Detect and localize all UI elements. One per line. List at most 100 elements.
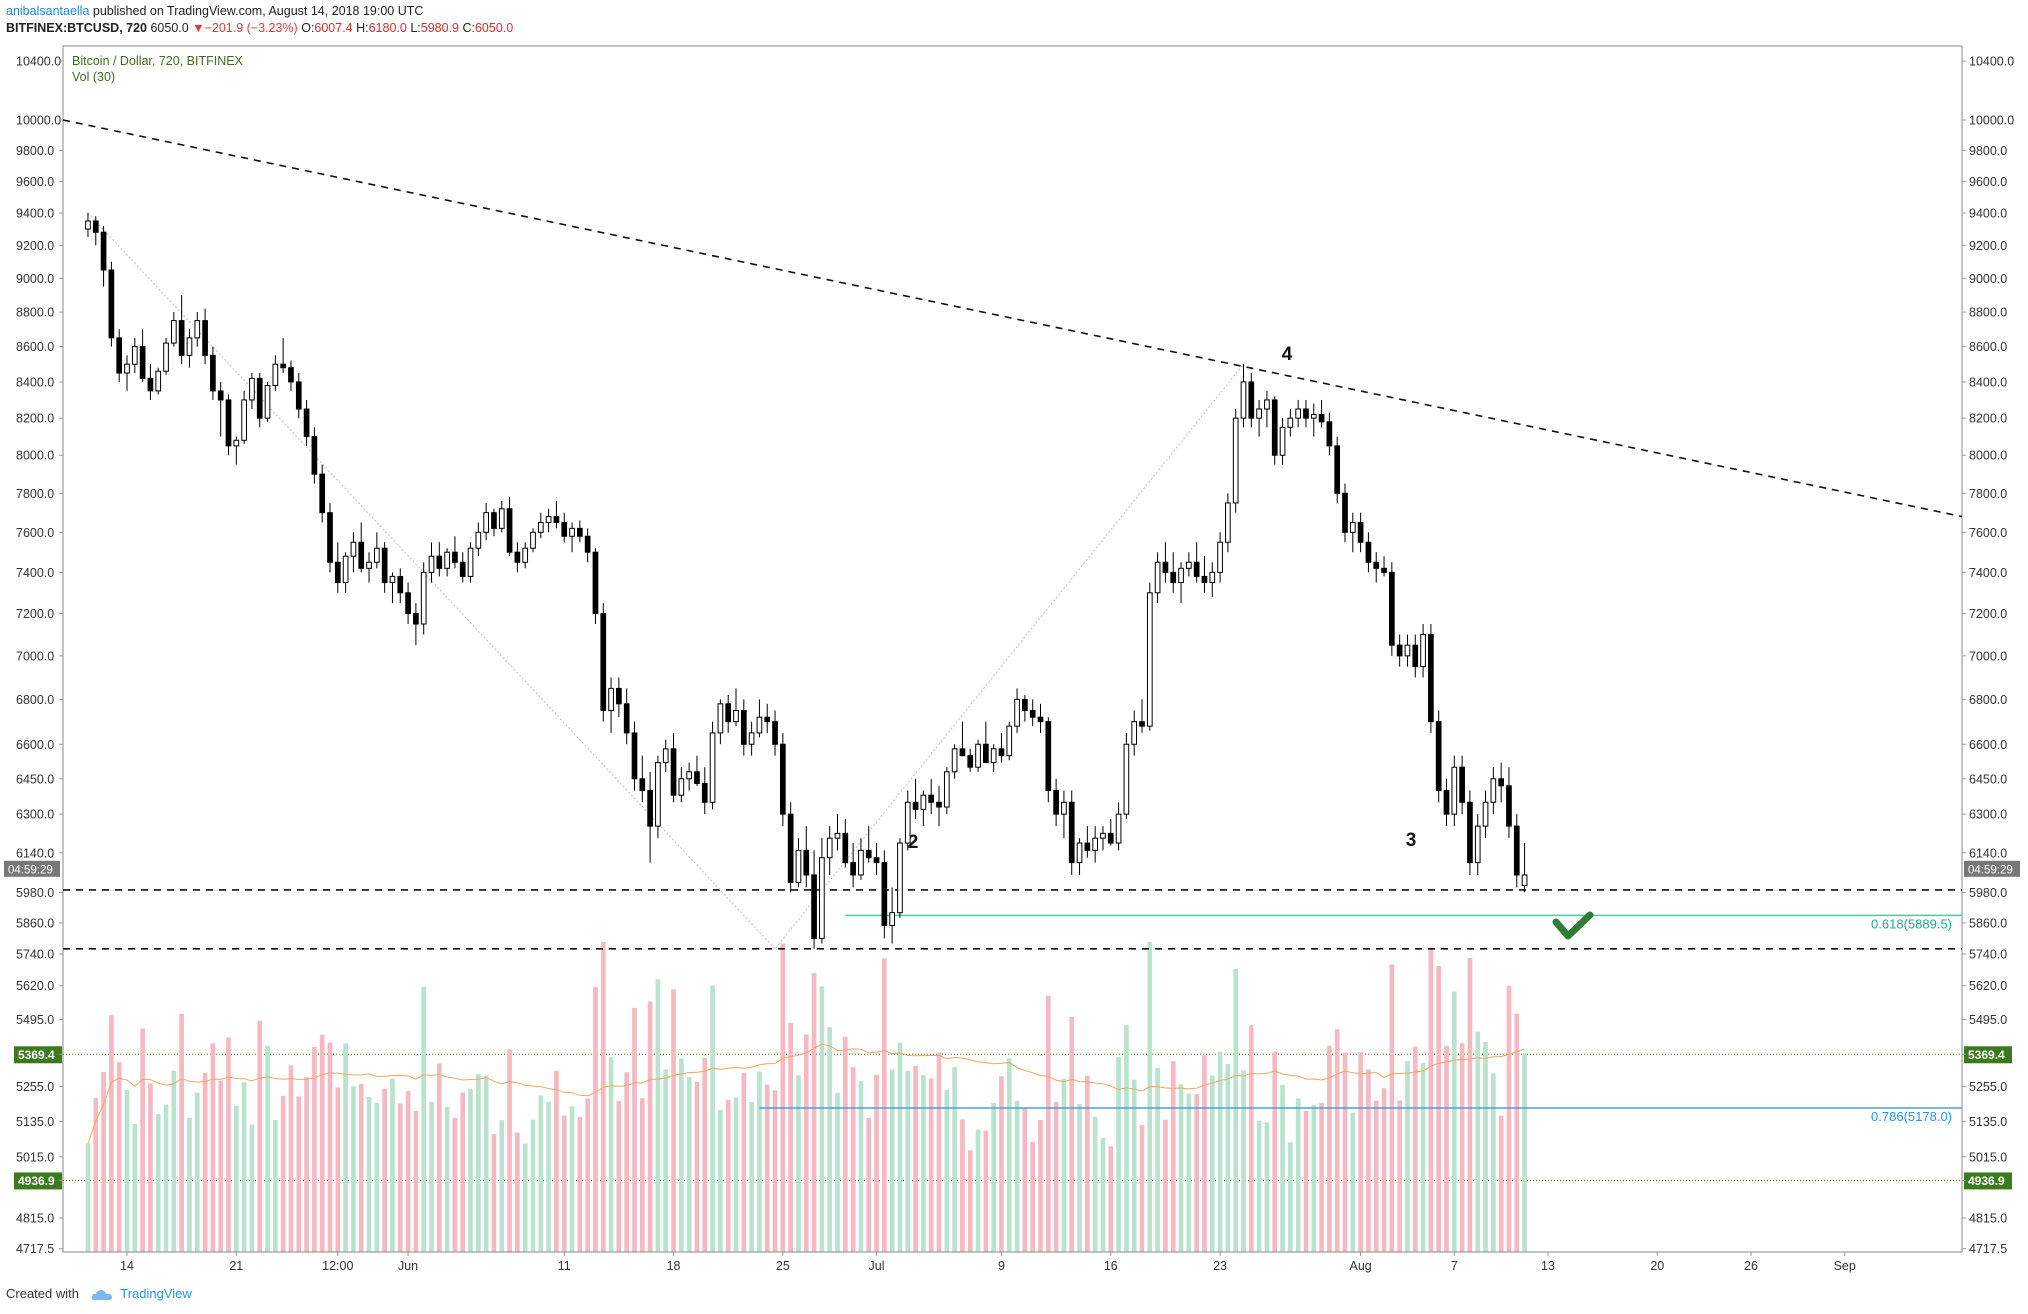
- candle-down: [1271, 399, 1278, 456]
- volume-bar: [273, 1120, 278, 1252]
- volume-bar: [718, 1109, 723, 1252]
- price-tick-right: 4815.0: [1969, 1211, 2007, 1225]
- volume-bar: [1100, 1138, 1106, 1252]
- price-tick-left: 5740.0: [16, 948, 54, 962]
- candle-up: [194, 320, 201, 339]
- volume-bar: [1459, 1043, 1465, 1252]
- volume-bar: [1045, 995, 1051, 1252]
- price-tick-left: 7800.0: [16, 487, 54, 501]
- price-badge-left: [14, 1172, 62, 1190]
- volume-bar: [358, 1083, 364, 1252]
- price-tick-right: 7600.0: [1969, 526, 2007, 540]
- countdown-badge-right: [1964, 860, 2020, 877]
- footer: Created with TradingView: [6, 1286, 192, 1301]
- price-tick-right: 10400.0: [1969, 55, 2014, 69]
- volume-bar: [288, 1065, 294, 1252]
- check-mark-icon: [1552, 911, 1594, 940]
- volume-bar: [967, 1150, 973, 1252]
- candle-down: [108, 269, 115, 339]
- price-tick-right: 7200.0: [1969, 607, 2007, 621]
- candle-up: [1100, 832, 1106, 839]
- candle-up: [569, 527, 575, 537]
- price-tick-left: 10000.0: [16, 114, 61, 128]
- candle-down: [694, 771, 700, 784]
- candle-up: [678, 778, 685, 796]
- candle-up: [662, 748, 669, 764]
- volume-bar: [835, 1092, 840, 1252]
- candle-down: [1084, 842, 1091, 851]
- candle-up: [819, 857, 825, 939]
- price-tick-left: 9800.0: [16, 144, 54, 158]
- close-label: C:: [462, 21, 475, 35]
- tradingview-link[interactable]: TradingView: [120, 1286, 192, 1301]
- volume-bar: [991, 1102, 996, 1252]
- volume-layer: [85, 942, 1527, 1252]
- candle-up: [826, 837, 833, 859]
- volume-bar: [733, 1097, 739, 1252]
- candle-down: [1396, 644, 1403, 657]
- candle-down: [616, 687, 622, 705]
- candle-up: [342, 555, 349, 584]
- candle-up: [1225, 502, 1231, 543]
- volume-bar: [202, 1072, 208, 1252]
- candle-up: [1154, 561, 1161, 594]
- candle-up: [1146, 592, 1153, 727]
- author-link[interactable]: anibalsantaella: [6, 4, 90, 18]
- volume-bar: [1139, 1124, 1145, 1252]
- candle-up: [990, 748, 997, 764]
- candle-up: [1420, 634, 1426, 668]
- volume-bar: [686, 1077, 692, 1252]
- candle-up: [131, 346, 138, 365]
- volume-bar: [233, 1105, 239, 1252]
- volume-bar: [1280, 1084, 1285, 1252]
- volume-bar: [671, 989, 676, 1252]
- price-tick-right: 5369.4: [1968, 1048, 2005, 1062]
- candle-down: [553, 516, 560, 523]
- candle-up: [366, 561, 372, 569]
- volume-bar: [1092, 1117, 1098, 1252]
- volume-bar: [1170, 1061, 1176, 1252]
- volume-bar: [327, 1042, 333, 1252]
- open-value: 6007.4: [314, 21, 353, 35]
- candle-down: [319, 473, 326, 514]
- price-tick-left: 4815.0: [16, 1211, 54, 1225]
- price-tick-left: 5015.0: [16, 1150, 54, 1164]
- time-tick-label: Aug: [1349, 1259, 1371, 1273]
- volume-bar: [1498, 1115, 1504, 1252]
- candle-down: [928, 794, 935, 803]
- price-tick-right: 6800.0: [1969, 693, 2007, 707]
- volume-bar: [1256, 1120, 1262, 1252]
- candle-down: [491, 512, 497, 529]
- volume-bar: [132, 1124, 138, 1252]
- volume-bar: [600, 942, 606, 1252]
- volume-bar: [999, 1076, 1004, 1252]
- volume-bar: [257, 1020, 263, 1252]
- volume-bar: [952, 1066, 957, 1252]
- candle-up: [475, 531, 482, 549]
- price-tick-right: 8800.0: [1969, 306, 2007, 320]
- candle-down: [865, 849, 872, 859]
- candle-up: [374, 547, 380, 563]
- price-tick-left: 8400.0: [16, 375, 54, 389]
- volume-bar: [304, 1077, 309, 1252]
- high-label: H:: [356, 21, 369, 35]
- volume-bar: [827, 1027, 833, 1252]
- down-arrow-icon: ▼: [192, 21, 205, 35]
- price-tick-left: 6800.0: [16, 693, 54, 707]
- chart-title: Bitcoin / Dollar, 720, BITFINEX: [72, 54, 244, 68]
- volume-bar: [983, 1130, 989, 1252]
- close-value: 6050.0: [474, 21, 514, 35]
- volume-bar: [1155, 1067, 1160, 1252]
- price-tick-right: 9800.0: [1969, 144, 2007, 158]
- countdown-text-left: 04:59:29: [8, 864, 53, 876]
- countdown-text-right: 04:59:29: [1968, 864, 2013, 876]
- candle-down: [998, 748, 1005, 757]
- volume-bar: [124, 1090, 130, 1252]
- volume-bar: [351, 1086, 356, 1252]
- candle-down: [1513, 825, 1520, 876]
- candle-down: [725, 703, 732, 723]
- candle-down: [1498, 778, 1504, 787]
- candle-down: [303, 408, 310, 438]
- candle-up: [467, 547, 474, 577]
